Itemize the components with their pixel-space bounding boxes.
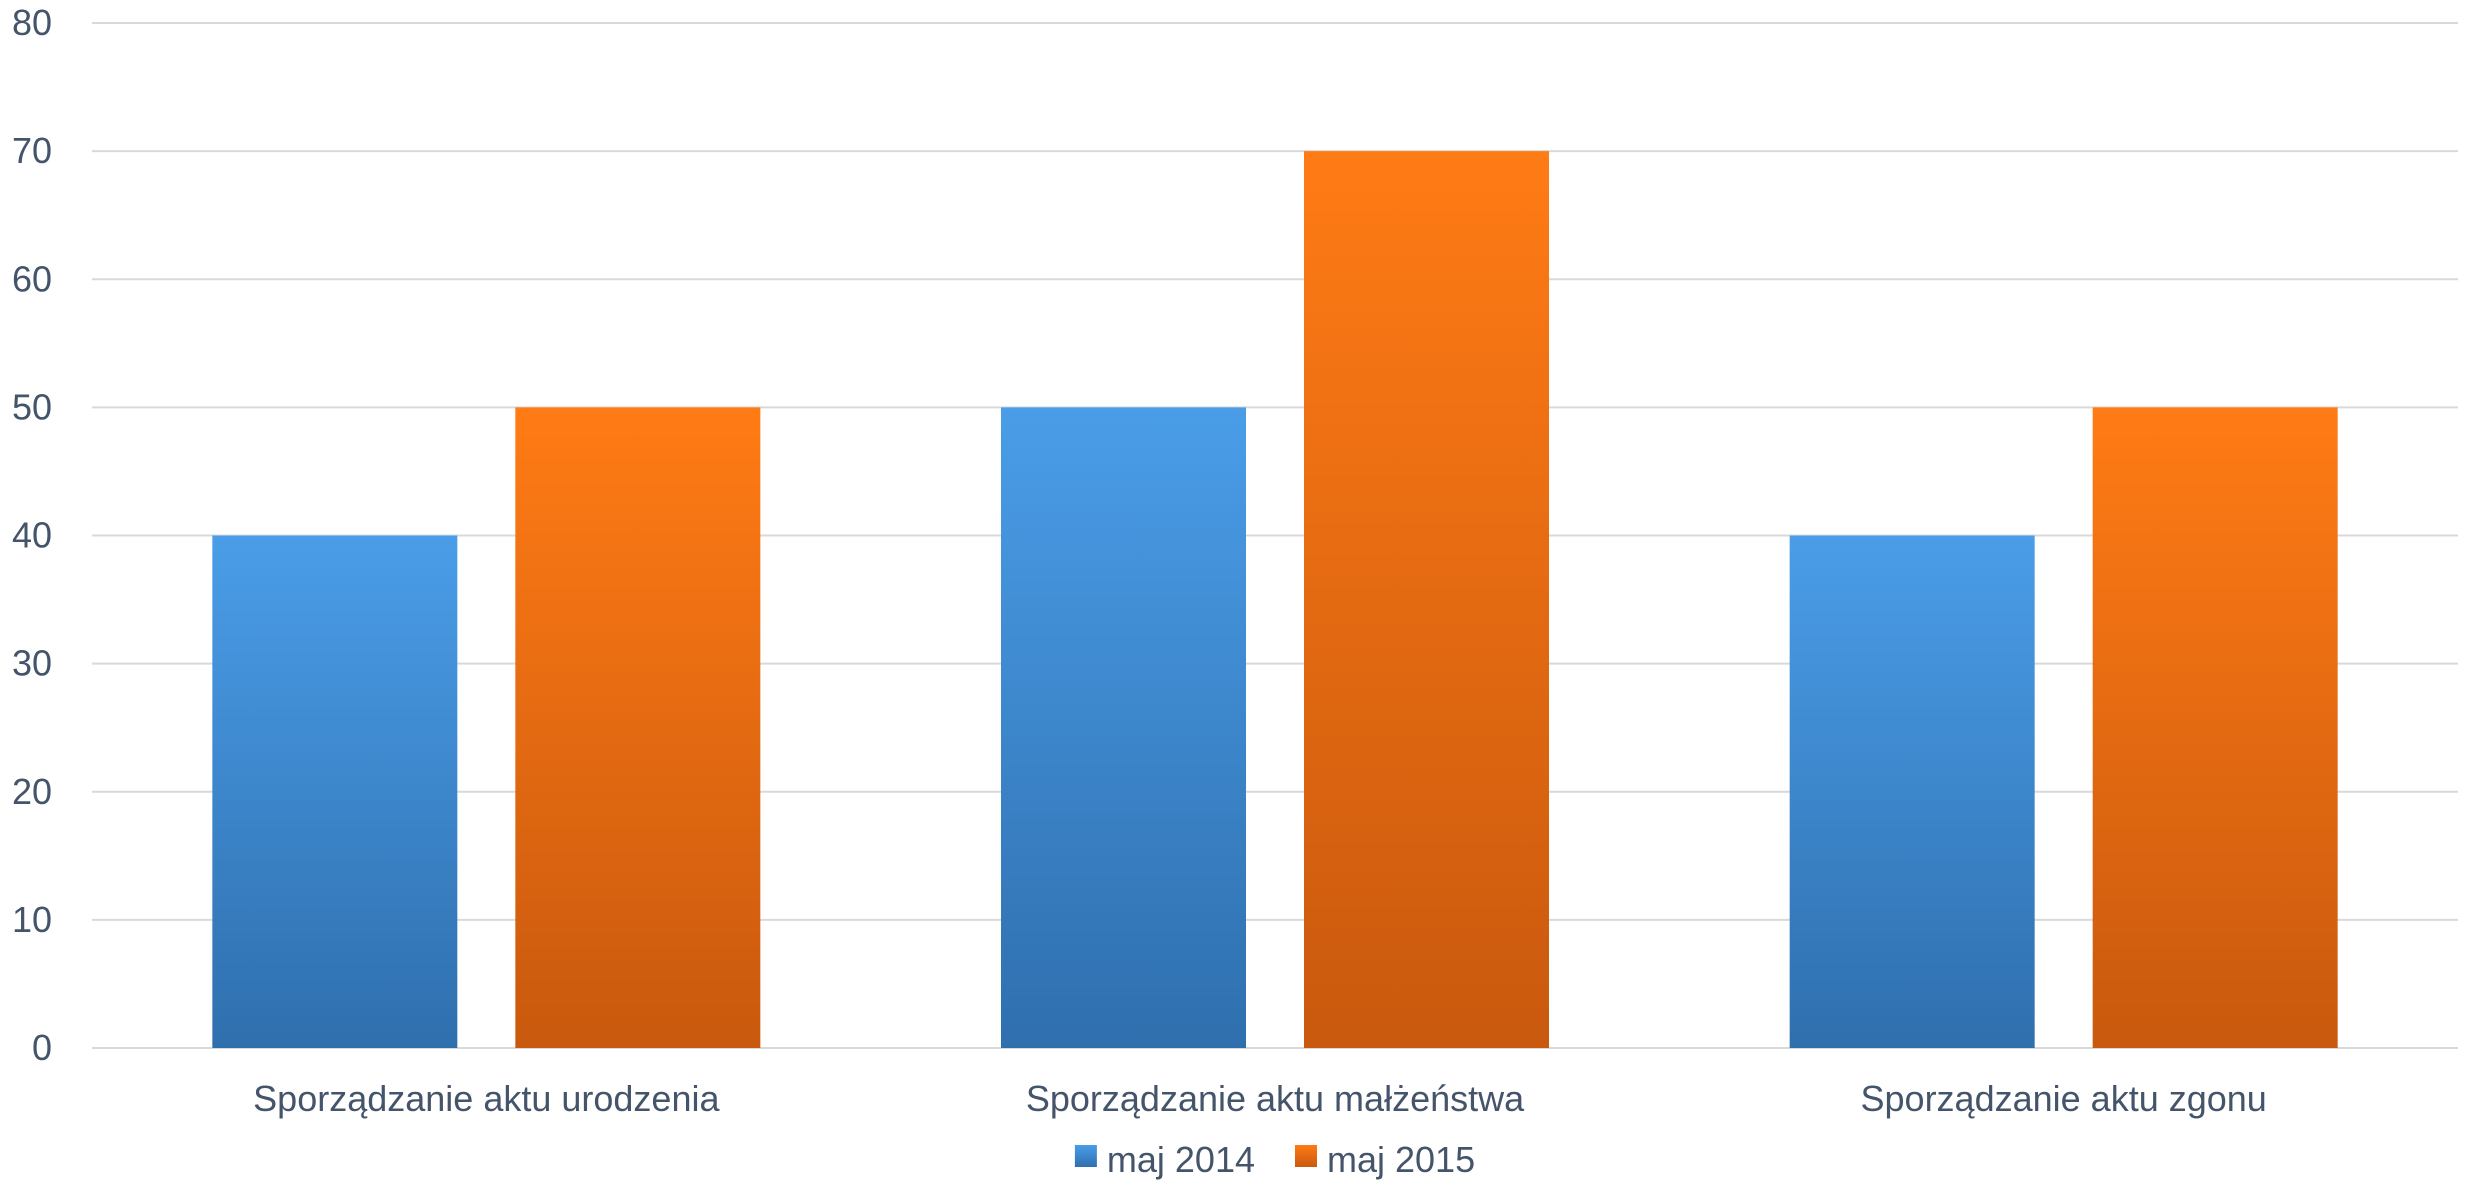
y-tick-label: 70 [12, 130, 52, 171]
bar-2-cat-1 [515, 407, 761, 1048]
bar-2-cat-2 [1304, 151, 1549, 1048]
y-tick-label: 40 [12, 515, 52, 556]
y-tick-label: 60 [12, 258, 52, 299]
y-tick-label: 0 [32, 1027, 52, 1068]
y-tick-label: 20 [12, 771, 52, 812]
bar-2-cat-3 [2092, 407, 2338, 1048]
legend: maj 2014 maj 2015 [1074, 1139, 1475, 1180]
y-tick-label: 10 [12, 899, 52, 940]
legend-swatch-1 [1074, 1145, 1097, 1167]
bars [212, 151, 2338, 1048]
gridlines [92, 22, 2458, 1049]
legend-label-1: maj 2014 [1107, 1139, 1255, 1180]
x-axis-category-labels: Sporządzanie aktu urodzenia Sporządzanie … [253, 1078, 2267, 1119]
x-category-label: Sporządzanie aktu urodzenia [253, 1078, 720, 1119]
legend-swatch-2 [1295, 1145, 1317, 1167]
y-tick-label: 50 [12, 386, 52, 427]
bar-1-cat-2 [1001, 407, 1246, 1048]
y-axis-tick-labels: 0 10 20 30 40 50 60 70 80 [12, 2, 52, 1068]
y-tick-label: 30 [12, 643, 52, 684]
bar-1-cat-1 [212, 535, 458, 1048]
y-tick-label: 80 [12, 2, 52, 43]
bar-1-cat-3 [1789, 535, 2035, 1048]
x-category-label: Sporządzanie aktu małżeństwa [1026, 1078, 1525, 1119]
x-category-label: Sporządzanie aktu zgonu [1861, 1078, 2267, 1119]
legend-label-2: maj 2015 [1327, 1139, 1475, 1180]
